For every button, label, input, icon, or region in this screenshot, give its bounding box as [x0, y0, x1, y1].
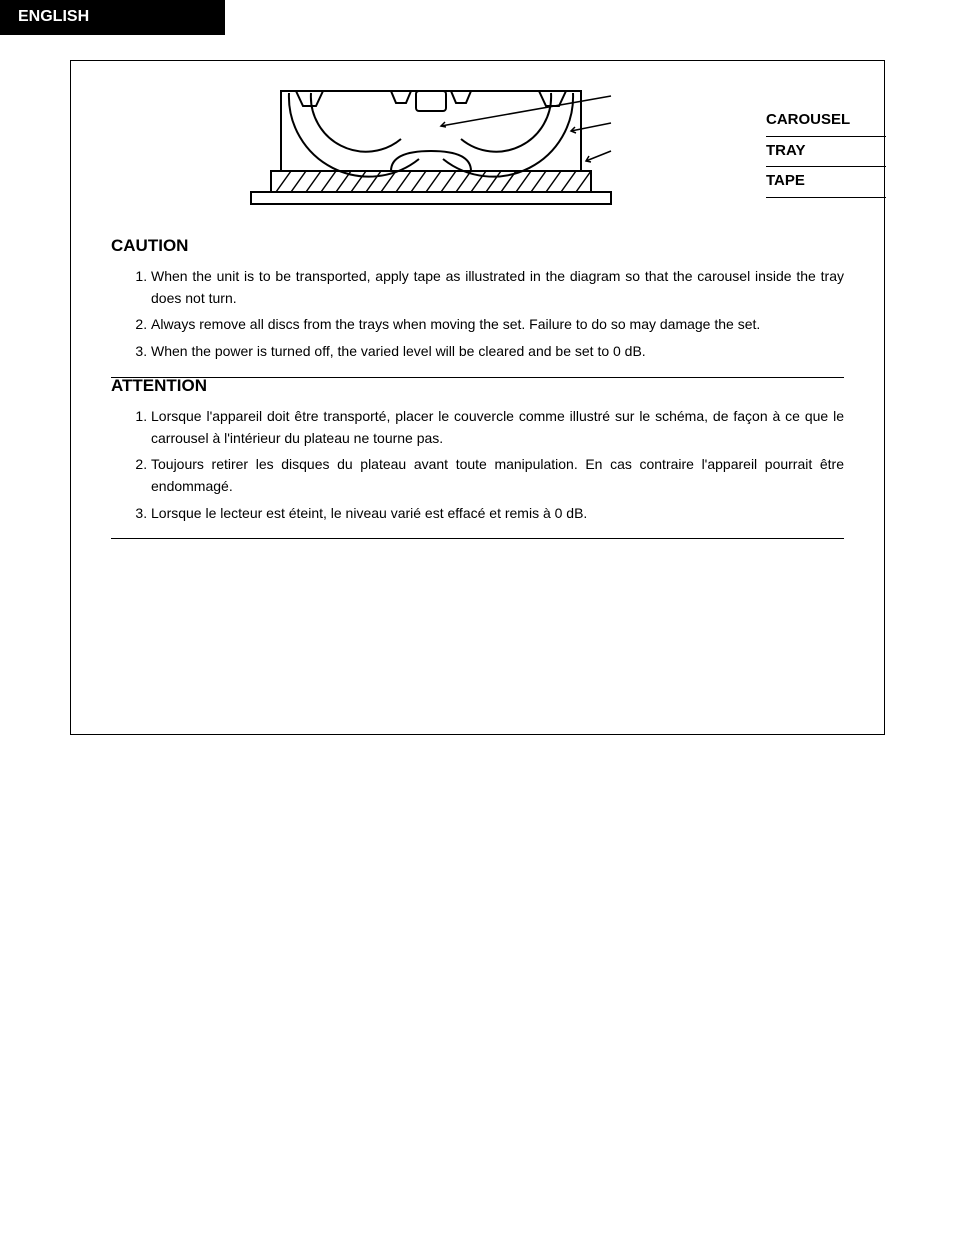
list-item: Lorsque le lecteur est éteint, le niveau… [151, 503, 844, 525]
attention-list: Lorsque l'appareil doit être transporté,… [111, 406, 844, 524]
content-frame: CAROUSEL TRAY TAPE CAUTION When the unit… [70, 60, 885, 735]
diagram-labels: CAROUSEL TRAY TAPE [766, 106, 886, 198]
attention-section: ATTENTION Lorsque l'appareil doit être t… [111, 376, 844, 539]
list-item: Always remove all discs from the trays w… [151, 314, 844, 336]
carousel-diagram: CAROUSEL TRAY TAPE [241, 81, 761, 221]
list-item: Toujours retirer les disques du plateau … [151, 454, 844, 497]
list-item: When the power is turned off, the varied… [151, 341, 844, 363]
list-item: When the unit is to be transported, appl… [151, 266, 844, 309]
attention-heading: ATTENTION [111, 376, 844, 396]
label-tray: TRAY [766, 137, 886, 168]
divider [111, 538, 844, 539]
caution-heading: CAUTION [111, 236, 844, 256]
list-item: Lorsque l'appareil doit être transporté,… [151, 406, 844, 449]
caution-section: CAUTION When the unit is to be transport… [111, 236, 844, 378]
label-carousel: CAROUSEL [766, 106, 886, 137]
language-tab: ENGLISH [0, 0, 225, 35]
label-tape: TAPE [766, 167, 886, 198]
caution-list: When the unit is to be transported, appl… [111, 266, 844, 363]
